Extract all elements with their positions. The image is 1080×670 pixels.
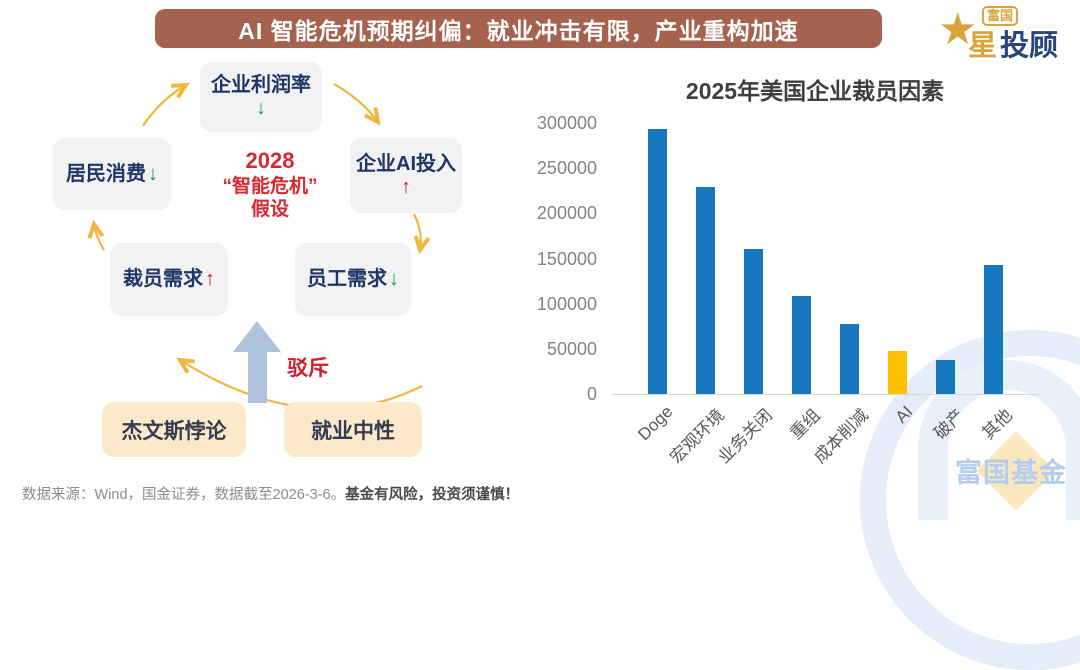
node-layoff-demand: 裁员需求 ↑ <box>110 243 228 316</box>
bar-宏观环境 <box>695 187 715 394</box>
brand-star-char: 星 <box>968 30 998 62</box>
node-profit-label: 企业利润率 <box>211 74 311 96</box>
hypothesis-year: 2028 <box>245 148 295 173</box>
brand-badge: 富国 <box>982 6 1019 26</box>
trend-up-icon: ↑ <box>401 175 411 198</box>
trend-down-icon: ↓ <box>148 162 158 185</box>
x-tick-label: Doge <box>634 402 677 445</box>
refute-label: 驳斥 <box>287 357 329 380</box>
y-tick-label: 200000 <box>536 203 597 223</box>
star-icon: ★ <box>938 5 978 54</box>
watermark-brand-text: 富国基金 <box>955 458 1067 488</box>
node-consumption: 居民消费 ↓ <box>53 138 171 210</box>
footer-disclaimer: 数据来源：Wind，国金证券，数据截至2026-3-6。基金有风险，投资须谨慎！ <box>22 483 519 504</box>
trend-down-icon: ↓ <box>256 97 266 119</box>
node-labor-demand: 员工需求 ↓ <box>295 243 411 316</box>
refute-arrow-shaft <box>248 350 267 403</box>
node-profit: 企业利润率 ↓ <box>200 62 322 132</box>
risk-warning-text: 基金有风险，投资须谨慎！ <box>345 487 520 503</box>
trend-down-icon: ↓ <box>389 268 399 290</box>
node-consumption-label: 居民消费 <box>66 162 146 185</box>
hypothesis-line2: “智能危机” <box>222 175 318 197</box>
node-jevons-paradox: 杰文斯悖论 <box>102 402 246 457</box>
x-tick-label: 破产 <box>930 405 968 444</box>
y-tick-label: 150000 <box>536 249 597 269</box>
y-axis: 300000 250000 200000 150000 100000 50000 0 <box>520 113 597 404</box>
y-tick-label: 100000 <box>536 294 597 314</box>
bar-其他 <box>983 265 1003 394</box>
hypothesis-text: 2028 “智能危机” 假设 <box>203 147 337 222</box>
brand-suffix: 投顾 <box>1000 30 1059 62</box>
trend-up-icon: ↑ <box>205 268 215 290</box>
data-source-text: 数据来源：Wind，国金证券，数据截至2026-3-6。 <box>22 487 346 503</box>
x-axis-line <box>612 394 1040 395</box>
x-axis-labels: Doge 宏观环境 业务关闭 重组 成本削减 AI 破产 其他 <box>612 402 1040 492</box>
y-tick-label: 50000 <box>546 339 597 359</box>
page-title: AI 智能危机预期纠偏：就业冲击有限，产业重构加速 <box>155 9 882 48</box>
y-tick-label: 250000 <box>536 158 597 178</box>
y-tick-label: 0 <box>586 384 597 404</box>
bar-破产 <box>935 360 955 394</box>
layoff-factors-chart: 2025年美国企业裁员因素 300000 250000 200000 150000 10… <box>520 60 1080 500</box>
x-tick-label: AI <box>891 402 917 427</box>
hypothesis-line3: 假设 <box>250 199 289 221</box>
node-jevons-label: 杰文斯悖论 <box>121 419 227 443</box>
node-employment-neutral: 就业中性 <box>284 402 422 457</box>
bar-Doge <box>647 129 667 394</box>
node-ai-investment: 企业AI投入 ↑ <box>350 138 462 213</box>
node-neutral-label: 就业中性 <box>311 419 395 443</box>
brand-logo: ★ 富国 星 投顾 <box>938 5 1078 62</box>
y-tick-label: 300000 <box>536 113 597 133</box>
node-ai-investment-label: 企业AI投入 <box>356 152 456 175</box>
bar-AI <box>887 351 907 394</box>
x-tick-label: 其他 <box>978 405 1016 444</box>
bar-成本削减 <box>839 324 859 394</box>
bar-重组 <box>791 296 811 394</box>
refute-arrow-icon <box>233 321 281 352</box>
chart-title: 2025年美国企业裁员因素 <box>685 78 945 104</box>
bar-plot <box>612 123 1040 394</box>
node-labor-demand-label: 员工需求 <box>307 268 387 290</box>
bar-业务关闭 <box>743 249 763 394</box>
node-layoff-demand-label: 裁员需求 <box>123 268 203 290</box>
